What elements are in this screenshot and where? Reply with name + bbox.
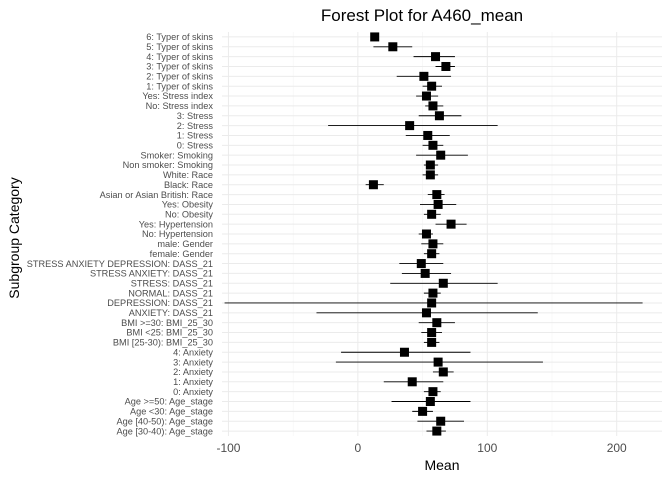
mean-point — [427, 328, 437, 338]
mean-point — [388, 42, 398, 52]
x-tick-label: 0 — [355, 441, 362, 455]
mean-point — [420, 268, 430, 278]
y-tick-label: STRESS ANXIETY DEPRESSION: DASS_21 — [27, 259, 213, 269]
y-tick-label: 4: Anxiety — [173, 347, 213, 357]
mean-point — [423, 130, 433, 140]
y-tick-label: STRESS: DASS_21 — [131, 278, 213, 288]
x-tick-label: 100 — [477, 441, 497, 455]
y-tick-label: 1: Typer of skins — [146, 81, 213, 91]
y-tick-label: BMI <25: BMI_25_30 — [126, 328, 213, 338]
y-tick-label: Black: Race — [164, 180, 213, 190]
y-tick-label: 2: Typer of skins — [146, 72, 213, 82]
y-tick-label: Smoker: Smoking — [140, 150, 213, 160]
mean-point — [399, 347, 409, 357]
mean-point — [368, 180, 378, 190]
y-tick-label: No: Stress index — [146, 101, 214, 111]
y-tick-label: Age >=50: Age_stage — [125, 397, 213, 407]
y-tick-label: 3: Stress — [177, 111, 214, 121]
x-tick-label: 200 — [607, 441, 627, 455]
chart-title: Forest Plot for A460_mean — [321, 6, 523, 25]
mean-point — [436, 150, 446, 160]
y-tick-label: female: Gender — [150, 249, 213, 259]
mean-point — [434, 111, 444, 121]
y-tick-label: Asian or Asian British: Race — [100, 190, 213, 200]
y-tick-label: Yes: Hypertension — [139, 219, 213, 229]
mean-point — [421, 308, 431, 318]
y-tick-label: Age [40-50): Age_stage — [116, 416, 213, 426]
mean-point — [427, 337, 437, 347]
y-tick-label: 4: Typer of skins — [146, 52, 213, 62]
mean-point — [438, 367, 448, 377]
mean-point — [421, 91, 431, 101]
mean-point — [428, 140, 438, 150]
mean-point — [432, 190, 442, 200]
mean-point — [418, 406, 428, 416]
mean-point — [416, 259, 426, 269]
mean-point — [431, 52, 441, 62]
mean-point — [427, 81, 437, 91]
mean-point — [405, 121, 415, 131]
y-tick-label: Age <30: Age_stage — [130, 407, 213, 417]
y-tick-label: 2: Anxiety — [173, 367, 213, 377]
mean-point — [428, 239, 438, 249]
mean-point — [419, 71, 429, 81]
mean-point — [425, 397, 435, 407]
y-tick-label: 3: Typer of skins — [146, 62, 213, 72]
mean-point — [436, 416, 446, 426]
y-tick-label: Yes: Obesity — [162, 200, 214, 210]
mean-point — [407, 377, 417, 387]
y-tick-label: 2: Stress — [177, 121, 214, 131]
mean-point — [433, 199, 443, 209]
mean-point — [428, 101, 438, 111]
y-tick-label: DEPRESSION: DASS_21 — [107, 298, 213, 308]
y-tick-label: ANXIETY: DASS_21 — [129, 308, 213, 318]
x-tick-labels: -100 0 100 200 — [216, 441, 627, 455]
mean-point — [432, 426, 442, 436]
y-tick-label: 6: Typer of skins — [146, 32, 213, 42]
y-tick-label: Yes: Stress index — [142, 91, 213, 101]
mean-point — [433, 357, 443, 367]
mean-point — [427, 209, 437, 219]
mean-point — [425, 160, 435, 170]
mean-point — [441, 61, 451, 71]
y-tick-label: male: Gender — [157, 239, 213, 249]
y-tick-label: 1: Anxiety — [173, 377, 213, 387]
y-tick-label: 0: Anxiety — [173, 387, 213, 397]
y-tick-label: White: Race — [163, 170, 213, 180]
y-tick-label: 0: Stress — [177, 141, 214, 151]
y-tick-label: Age [30-40): Age_stage — [116, 426, 213, 436]
y-tick-label: Non smoker: Smoking — [123, 160, 213, 170]
mean-points — [368, 32, 456, 436]
mean-point — [421, 229, 431, 239]
mean-point — [427, 298, 437, 308]
y-tick-label: No: Obesity — [165, 209, 213, 219]
mean-point — [425, 170, 435, 180]
y-tick-label: NORMAL: DASS_21 — [128, 288, 213, 298]
y-tick-label: 5: Typer of skins — [146, 42, 213, 52]
mean-point — [428, 288, 438, 298]
y-tick-label: BMI [25-30): BMI_25_30 — [113, 338, 213, 348]
x-tick-label: -100 — [216, 441, 240, 455]
y-tick-label: 1: Stress — [177, 131, 214, 141]
mean-point — [370, 32, 380, 42]
mean-point — [432, 318, 442, 328]
x-axis-title: Mean — [424, 457, 459, 473]
mean-point — [438, 278, 448, 288]
y-axis-title: Subgroup Category — [6, 177, 22, 298]
y-tick-label: BMI >=30: BMI_25_30 — [121, 318, 213, 328]
mean-point — [446, 219, 456, 229]
y-tick-label: 3: Anxiety — [173, 357, 213, 367]
mean-point — [428, 387, 438, 397]
mean-point — [427, 249, 437, 259]
y-tick-label: No: Hypertension — [142, 229, 213, 239]
y-tick-label: STRESS ANXIETY: DASS_21 — [90, 269, 213, 279]
